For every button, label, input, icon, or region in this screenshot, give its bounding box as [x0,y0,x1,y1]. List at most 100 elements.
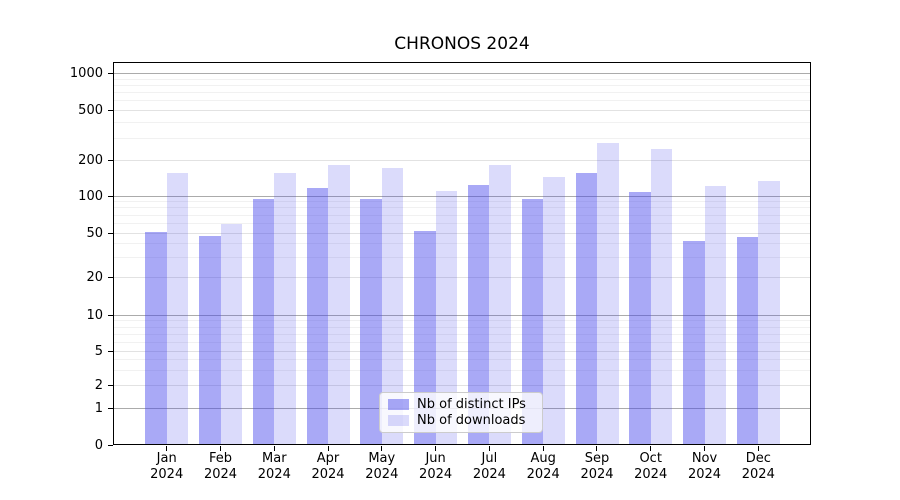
bar-ips-jan [145,231,167,445]
x-axis-tick-label: Aug 2024 [513,451,573,483]
bar-downloads-jul [489,164,511,445]
plot-border [113,62,811,445]
bar-downloads-mar [274,172,296,445]
x-label-year: 2024 [580,467,614,482]
x-tick-mark [274,446,275,451]
x-label-year: 2024 [203,467,238,482]
x-tick-mark [435,446,436,451]
x-label-year: 2024 [634,467,668,482]
x-axis-tick-label: May 2024 [352,451,412,483]
x-label-year: 2024 [365,467,399,482]
y-tick-mark [108,160,113,161]
x-axis-tick-label: Mar 2024 [244,451,304,483]
y-axis-tick-label: 1000 [69,66,103,81]
gridline-minor [114,92,810,93]
gridline-minor [114,243,810,244]
legend-label-downloads: Nb of downloads [417,412,526,428]
x-label-year: 2024 [526,467,560,482]
gridline-minor [114,207,810,208]
x-label-month: Nov [691,451,718,466]
bar-ips-sep [575,172,597,445]
x-label-month: Aug [530,451,556,466]
y-tick-mark [108,351,113,352]
gridline-mid [114,233,810,234]
gridline-minor [114,327,810,328]
gridline-minor [114,85,810,86]
legend-label-distinct-ips: Nb of distinct IPs [417,397,526,413]
x-label-month: Feb [208,451,233,466]
gridline-minor [114,79,810,80]
x-tick-mark [220,446,221,451]
legend-item-distinct-ips: Nb of distinct IPs [388,397,534,413]
gridline-minor [114,342,810,343]
gridline-major [114,196,810,197]
x-label-month: Jul [481,451,498,466]
gridline-mid [114,385,810,386]
y-axis-tick-label: 0 [94,437,103,453]
gridline-minor [114,320,810,321]
bar-ips-oct [629,191,651,445]
x-tick-mark [704,446,705,451]
bar-downloads-oct [650,148,673,445]
x-label-month: Jan [156,451,177,466]
bar-downloads-may [381,168,404,445]
x-label-month: May [368,451,396,466]
x-axis-tick-label: Jan 2024 [137,451,197,483]
gridline-major [114,315,810,316]
y-tick-mark [108,408,113,409]
gridline-minor [114,334,810,335]
x-tick-mark [543,446,544,451]
legend-item-downloads: Nb of downloads [388,413,534,429]
y-axis-tick-label: 500 [78,102,103,118]
x-label-month: Jun [425,451,446,466]
x-axis-tick-label: Nov 2024 [675,451,735,483]
x-tick-mark [489,446,490,451]
x-label-year: 2024 [472,467,506,482]
x-label-month: Apr [316,451,340,466]
x-axis-tick-label: Apr 2024 [298,451,358,483]
x-axis-tick-label: Jun 2024 [406,451,466,483]
y-axis-tick-label: 20 [86,269,103,285]
gridline-minor [114,215,810,216]
y-tick-mark [108,277,113,278]
bar-downloads-jan [166,172,189,445]
y-tick-mark [108,110,113,111]
y-axis-tick-label: 2 [94,377,103,393]
x-label-year: 2024 [419,467,453,482]
x-label-year: 2024 [741,467,775,482]
gridline-minor [114,122,810,123]
gridline-mid [114,160,810,161]
y-tick-mark [108,73,113,74]
gridline-minor [114,201,810,202]
bar-ips-apr [306,188,328,445]
x-label-month: Dec [745,451,771,466]
gridline-minor [114,370,810,371]
gridline-mid [114,351,810,352]
x-label-year: 2024 [150,467,184,482]
bar-ips-nov [683,241,705,445]
bar-downloads-nov [704,185,726,445]
bar-downloads-aug [543,177,565,445]
y-axis-tick-label: 200 [78,153,103,168]
bar-downloads-jun [435,191,458,445]
gridline-minor [114,257,810,258]
x-axis-tick-label: Oct 2024 [621,451,681,483]
bar-ips-feb [199,236,221,445]
y-axis-tick-label: 100 [78,188,103,204]
x-label-year: 2024 [257,467,291,482]
x-axis-tick-label: Feb 2024 [191,451,251,483]
gridline-minor [114,223,810,224]
x-axis-tick-label: Sep 2024 [567,451,627,483]
chart-title: CHRONOS 2024 [394,34,530,54]
legend: Nb of distinct IPs Nb of downloads [379,392,543,433]
x-axis-tick-label: Dec 2024 [728,451,788,483]
gridline-mid [114,110,810,111]
y-tick-mark [108,233,113,234]
x-label-month: Mar [262,451,287,466]
bar-downloads-apr [328,165,350,445]
x-tick-mark [596,446,597,451]
y-tick-mark [108,385,113,386]
y-axis-tick-label: 50 [86,225,103,241]
y-axis-tick-label: 5 [94,344,103,359]
